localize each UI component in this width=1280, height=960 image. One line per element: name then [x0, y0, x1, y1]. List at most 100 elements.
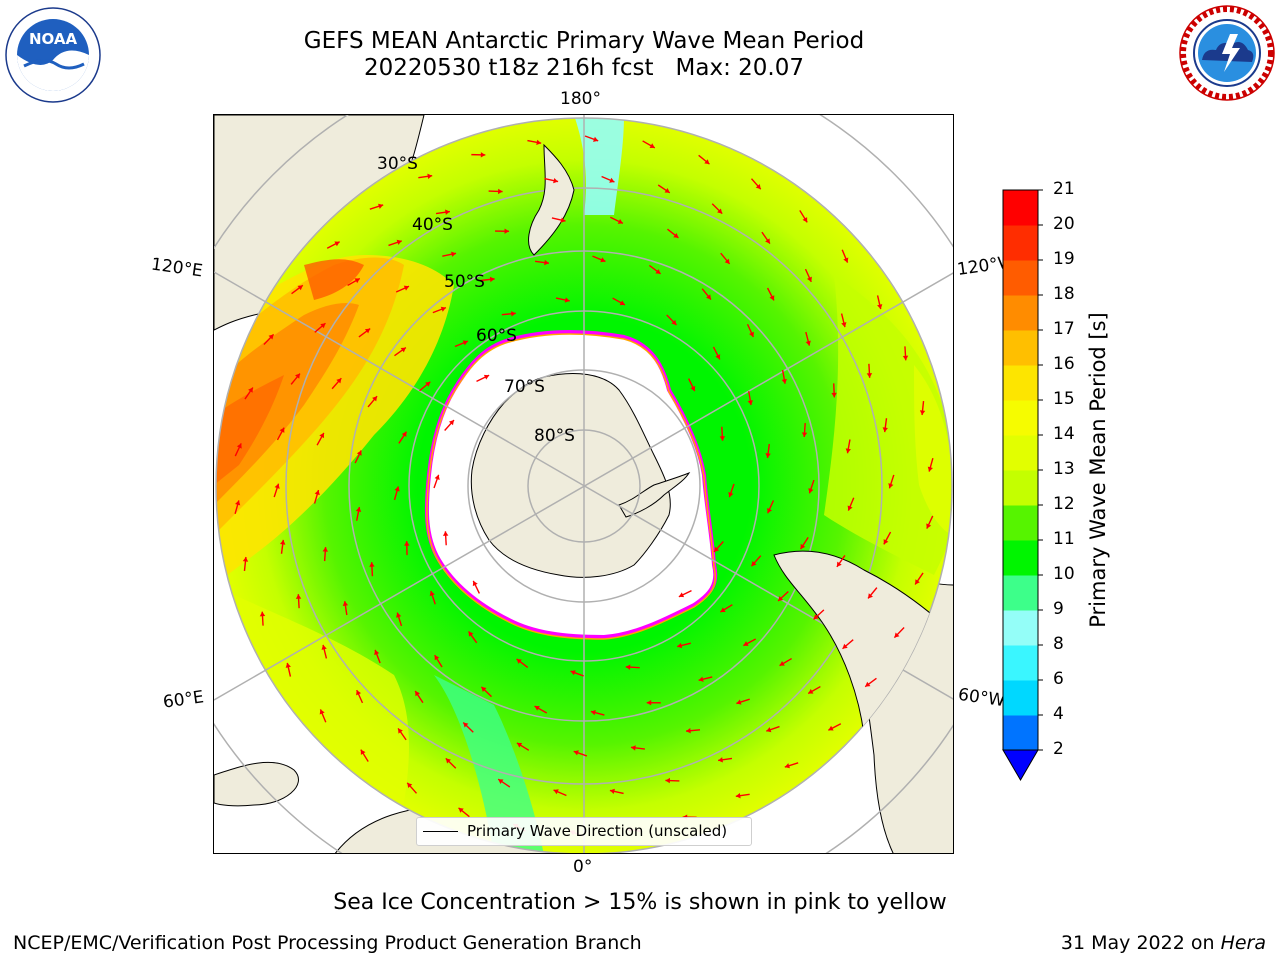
wave-arrow-head: [915, 579, 920, 585]
noaa-logo-text: NOAA: [29, 30, 78, 48]
wave-arrow-head: [321, 644, 327, 650]
colorbar-segment: [1003, 260, 1038, 296]
wave-arrow-head: [673, 232, 679, 238]
wave-arrow-head: [322, 547, 328, 552]
wave-arrow-head: [690, 385, 696, 392]
wave-arrow-head: [429, 590, 435, 597]
colorbar-segment: [1003, 505, 1038, 541]
wave-arrow-head: [314, 490, 320, 496]
wave-arrow-head: [617, 218, 623, 224]
wave-arrow-head: [442, 531, 449, 536]
wave-arrow-head: [755, 184, 761, 190]
wave-arrow-head: [400, 347, 406, 353]
wave-arrow-head: [841, 322, 847, 328]
footer-credit: NCEP/EMC/Verification Post Processing Pr…: [13, 932, 642, 954]
wave-arrow-head: [665, 777, 670, 784]
wave-arrow-head: [434, 655, 440, 661]
wave-arrow-head: [285, 662, 291, 668]
wave-arrow-head: [609, 177, 615, 183]
wave-arrow-head: [720, 607, 726, 612]
wave-arrow-head: [360, 749, 366, 755]
wave-arrow-head: [336, 378, 342, 384]
wave-arrow-head: [735, 792, 741, 799]
wave-arrow-head: [372, 396, 378, 402]
colorbar-tick-label: 10: [1053, 564, 1075, 584]
colorbar-tick-label: 13: [1053, 459, 1075, 479]
nws-logo: [1178, 4, 1276, 102]
wave-arrow-head: [718, 757, 723, 763]
wave-arrow-head: [678, 592, 685, 598]
wave-arrow-head: [570, 670, 576, 676]
wave-arrow-head: [778, 595, 784, 602]
wave-arrow-head: [463, 722, 469, 728]
wave-arrow-head: [801, 432, 808, 438]
lon-label-120e: 120°E: [149, 254, 204, 282]
wave-arrow-head: [573, 750, 579, 756]
wave-arrow-head: [320, 323, 326, 329]
colorbar-tick-label: 4: [1053, 704, 1064, 724]
wave-arrow-head: [704, 159, 710, 165]
wave-arrow-head: [715, 354, 721, 360]
map-legend: Primary Wave Direction (unscaled): [416, 817, 752, 846]
wave-arrow-head: [747, 400, 753, 406]
wave-arrow-head: [472, 580, 478, 587]
wave-arrow-head: [544, 259, 549, 266]
wave-arrow-head: [802, 217, 808, 223]
wave-arrow-head: [280, 539, 286, 545]
wave-arrow-head: [319, 432, 325, 439]
wave-arrow-head: [504, 228, 510, 234]
legend-label: Primary Wave Direction (unscaled): [467, 822, 728, 840]
wave-arrow-head: [671, 319, 677, 325]
wave-arrow-head: [882, 427, 888, 433]
wave-arrow-head: [677, 642, 683, 649]
lat-label-40s: 40°S: [412, 215, 453, 235]
wave-arrow-head: [751, 561, 757, 567]
wave-arrow-head: [926, 523, 932, 529]
wave-arrow-head: [516, 742, 523, 748]
wave-arrow-head: [396, 239, 402, 245]
colorbar-tick-label: 15: [1053, 389, 1075, 409]
wave-arrow-head: [868, 593, 873, 599]
wave-arrow-head: [706, 294, 711, 300]
wave-arrow-head: [394, 486, 400, 492]
wave-arrow-head: [489, 276, 495, 283]
footer-date: 31 May 2022 on Hera: [1061, 932, 1266, 954]
forecast-date: 20220530 t18z 216h fcst: [363, 55, 654, 81]
wave-arrow-head: [396, 612, 402, 618]
wave-arrow-head: [808, 688, 814, 694]
wave-arrow-head: [374, 649, 380, 656]
lat-label-60s: 60°S: [476, 326, 517, 346]
wave-arrow-head: [451, 251, 457, 257]
wave-arrow-head: [831, 392, 837, 398]
lon-label-60e: 60°E: [161, 687, 206, 713]
wave-arrow-head: [342, 601, 349, 607]
wave-arrow-head: [728, 492, 734, 498]
wave-arrow-head: [813, 614, 819, 620]
wave-arrow-head: [248, 387, 253, 393]
wave-arrow-head: [445, 758, 451, 764]
wave-arrow-head: [295, 373, 300, 379]
wave-arrow-head: [865, 681, 871, 687]
colorbar-tick-label: 21: [1053, 179, 1075, 199]
wave-arrow-head: [401, 431, 407, 437]
wave-arrow-head: [398, 728, 403, 734]
wave-arrow-head: [242, 556, 249, 562]
wave-arrow-head: [805, 340, 811, 346]
wave-arrow-head: [564, 297, 570, 303]
colorbar-segment: [1003, 400, 1038, 436]
colorbar-tick-label: 11: [1053, 529, 1075, 549]
wave-arrow-head: [927, 466, 933, 472]
wave-arrow-head: [536, 139, 542, 146]
wave-arrow-head: [511, 311, 516, 317]
colorbar-tick-label: 12: [1053, 494, 1075, 514]
colorbar-segment: [1003, 540, 1038, 576]
wave-arrow-head: [458, 807, 464, 813]
wave-arrow-head: [356, 690, 362, 696]
colorbar-segment: [1003, 470, 1038, 506]
wave-arrow-head: [806, 276, 812, 282]
wave-arrow-head: [902, 355, 909, 361]
wave-arrow-head: [765, 453, 771, 458]
wave-arrow-head: [407, 782, 413, 788]
wave-arrow-head: [843, 257, 849, 263]
wave-arrow-head: [483, 374, 490, 380]
